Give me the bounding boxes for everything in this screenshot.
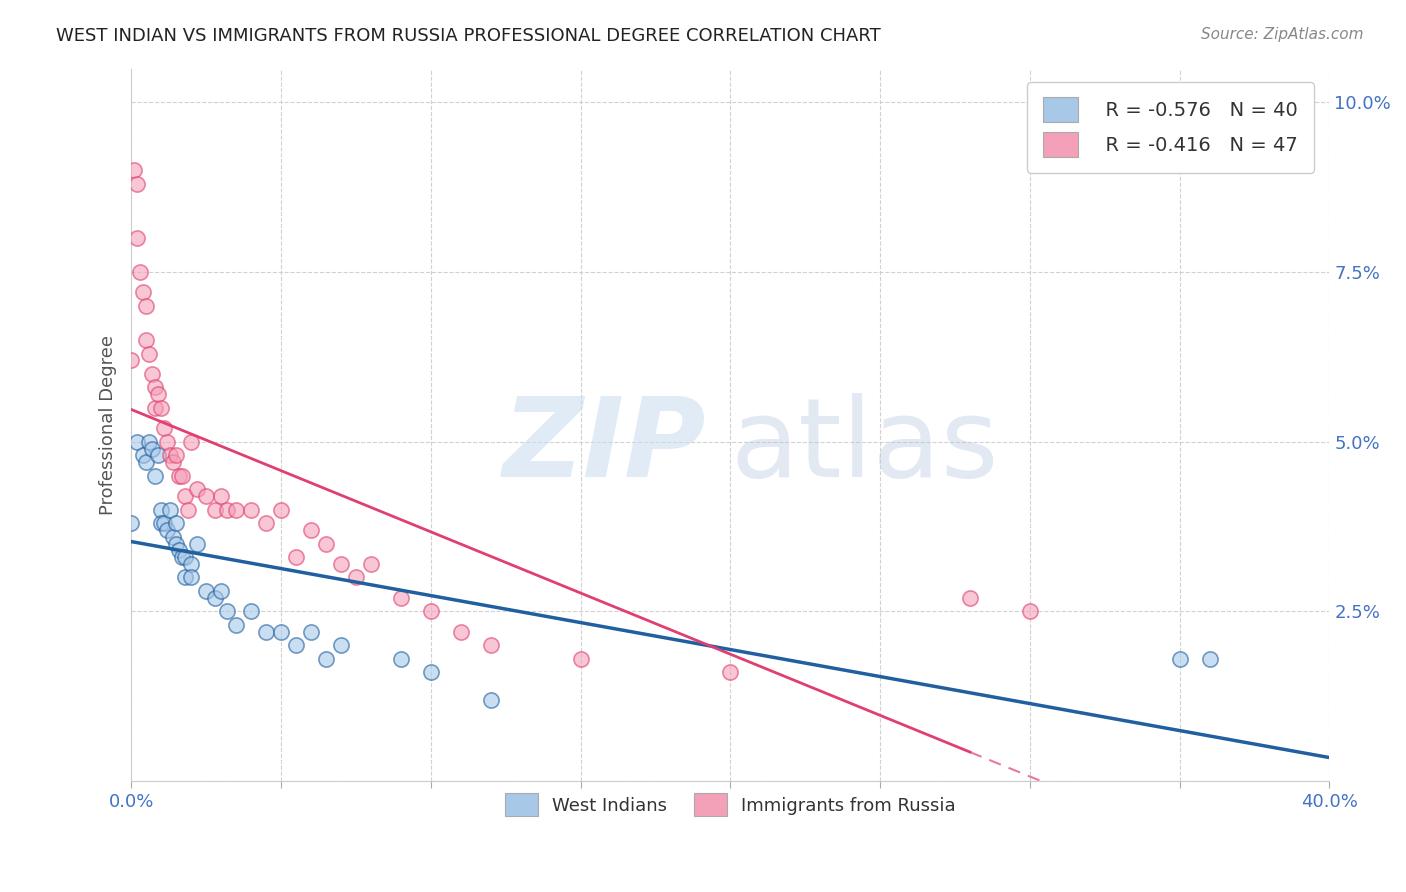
Point bbox=[156, 434, 179, 449]
Point bbox=[270, 502, 292, 516]
Legend: West Indians, Immigrants from Russia: West Indians, Immigrants from Russia bbox=[496, 784, 965, 825]
Point bbox=[150, 502, 173, 516]
Point bbox=[167, 468, 190, 483]
Point bbox=[138, 434, 160, 449]
Point bbox=[150, 516, 173, 530]
Point bbox=[174, 570, 197, 584]
Point bbox=[718, 665, 741, 680]
Point bbox=[174, 550, 197, 565]
Point bbox=[172, 550, 194, 565]
Point bbox=[195, 584, 218, 599]
Text: atlas: atlas bbox=[730, 392, 998, 500]
Point bbox=[299, 624, 322, 639]
Point bbox=[217, 604, 239, 618]
Point bbox=[217, 502, 239, 516]
Text: ZIP: ZIP bbox=[503, 392, 706, 500]
Point bbox=[180, 434, 202, 449]
Point bbox=[122, 163, 145, 178]
Point bbox=[204, 591, 226, 605]
Point bbox=[299, 523, 322, 537]
Point bbox=[479, 692, 502, 706]
Point bbox=[186, 482, 208, 496]
Point bbox=[209, 584, 232, 599]
Point bbox=[329, 638, 352, 652]
Point bbox=[120, 516, 142, 530]
Point bbox=[344, 570, 367, 584]
Point bbox=[153, 516, 176, 530]
Point bbox=[180, 557, 202, 571]
Point bbox=[172, 468, 194, 483]
Point bbox=[148, 448, 170, 462]
Point bbox=[165, 448, 187, 462]
Point bbox=[153, 421, 176, 435]
Point bbox=[165, 516, 187, 530]
Point bbox=[569, 652, 592, 666]
Point bbox=[177, 502, 200, 516]
Point bbox=[143, 380, 166, 394]
Point bbox=[141, 367, 163, 381]
Point bbox=[159, 448, 181, 462]
Point bbox=[479, 638, 502, 652]
Point bbox=[1168, 652, 1191, 666]
Point bbox=[159, 502, 181, 516]
Point bbox=[143, 401, 166, 415]
Point bbox=[450, 624, 472, 639]
Point bbox=[240, 502, 263, 516]
Point bbox=[195, 489, 218, 503]
Point bbox=[225, 502, 247, 516]
Point bbox=[141, 442, 163, 456]
Point bbox=[148, 387, 170, 401]
Point bbox=[254, 624, 277, 639]
Point bbox=[240, 604, 263, 618]
Point bbox=[127, 231, 149, 245]
Point bbox=[180, 570, 202, 584]
Point bbox=[360, 557, 382, 571]
Point bbox=[138, 346, 160, 360]
Point bbox=[1018, 604, 1040, 618]
Point bbox=[315, 536, 337, 550]
Point bbox=[204, 502, 226, 516]
Point bbox=[419, 665, 441, 680]
Point bbox=[143, 468, 166, 483]
Point bbox=[225, 618, 247, 632]
Point bbox=[959, 591, 981, 605]
Point bbox=[1198, 652, 1220, 666]
Point bbox=[135, 299, 157, 313]
Point bbox=[285, 638, 308, 652]
Point bbox=[186, 536, 208, 550]
Point bbox=[270, 624, 292, 639]
Point bbox=[165, 536, 187, 550]
Point bbox=[129, 265, 152, 279]
Point bbox=[167, 543, 190, 558]
Point bbox=[135, 455, 157, 469]
Point bbox=[254, 516, 277, 530]
Point bbox=[127, 177, 149, 191]
Point bbox=[209, 489, 232, 503]
Point bbox=[329, 557, 352, 571]
Point bbox=[132, 448, 155, 462]
Text: Source: ZipAtlas.com: Source: ZipAtlas.com bbox=[1201, 27, 1364, 42]
Point bbox=[135, 333, 157, 347]
Point bbox=[389, 652, 412, 666]
Point bbox=[162, 530, 184, 544]
Point bbox=[120, 353, 142, 368]
Point bbox=[162, 455, 184, 469]
Point bbox=[419, 604, 441, 618]
Point bbox=[132, 285, 155, 300]
Y-axis label: Professional Degree: Professional Degree bbox=[100, 334, 117, 515]
Point bbox=[127, 434, 149, 449]
Point bbox=[285, 550, 308, 565]
Point bbox=[389, 591, 412, 605]
Point bbox=[174, 489, 197, 503]
Point bbox=[150, 401, 173, 415]
Point bbox=[315, 652, 337, 666]
Text: WEST INDIAN VS IMMIGRANTS FROM RUSSIA PROFESSIONAL DEGREE CORRELATION CHART: WEST INDIAN VS IMMIGRANTS FROM RUSSIA PR… bbox=[56, 27, 882, 45]
Point bbox=[156, 523, 179, 537]
